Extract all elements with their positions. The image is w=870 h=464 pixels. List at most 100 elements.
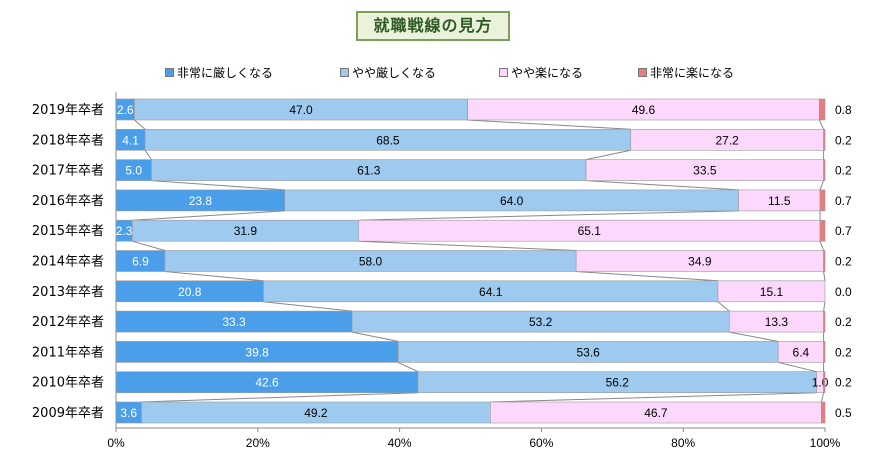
x-tick-label: 20% <box>246 436 270 450</box>
legend-swatch <box>638 68 647 77</box>
data-label: 4.1 <box>122 133 139 147</box>
data-label: 3.6 <box>120 406 137 420</box>
series-line <box>144 150 152 160</box>
category-label: 2017年卒者 <box>32 164 104 179</box>
data-label: 11.5 <box>768 194 791 208</box>
series-line <box>576 271 718 282</box>
bar-segment <box>823 341 826 363</box>
series-line <box>151 180 285 191</box>
category-label: 2015年卒者 <box>32 224 104 239</box>
data-label: 33.3 <box>222 315 246 329</box>
data-label: 0.7 <box>835 194 852 208</box>
data-label: 23.8 <box>189 194 213 208</box>
bar-segment <box>819 189 826 212</box>
series-line <box>819 180 825 191</box>
category-label: 2010年卒者 <box>32 376 104 391</box>
series-line <box>397 361 419 373</box>
series-line <box>823 271 826 281</box>
bar-segment <box>823 159 826 181</box>
data-label: 31.9 <box>234 224 258 238</box>
data-label: 68.5 <box>376 133 400 147</box>
data-label: 0.2 <box>835 345 852 359</box>
x-tick-label: 40% <box>388 436 412 450</box>
data-label: 13.3 <box>765 315 789 329</box>
data-label: 0.2 <box>835 315 852 329</box>
data-label: 47.0 <box>289 103 313 117</box>
series-line <box>820 392 825 403</box>
series-line <box>358 240 577 251</box>
data-label: 64.0 <box>500 194 524 208</box>
data-label: 0.2 <box>835 255 852 269</box>
series-line <box>134 119 146 130</box>
data-label: 53.2 <box>529 315 553 329</box>
series-line <box>490 392 817 403</box>
chart-title: 就職戦線の見方 <box>356 11 510 41</box>
data-label: 64.1 <box>479 285 503 299</box>
bar-segment <box>823 129 826 151</box>
data-label: 20.8 <box>178 285 202 299</box>
data-label: 2.6 <box>117 103 134 117</box>
series-line <box>585 149 631 161</box>
series-line <box>351 331 399 342</box>
bar-segment <box>819 219 826 242</box>
legend-label: 非常に厳しくなる <box>177 66 274 80</box>
series-line <box>467 119 631 130</box>
data-label: 49.2 <box>304 406 328 420</box>
x-tick-label: 0% <box>107 436 125 450</box>
series-line <box>132 210 285 221</box>
series-line <box>778 361 817 373</box>
bar-segment <box>819 98 826 121</box>
legend-swatch <box>499 68 508 77</box>
category-label: 2009年卒者 <box>32 406 104 421</box>
data-label: 0.2 <box>835 133 852 147</box>
series-line <box>263 301 353 312</box>
data-label: 39.8 <box>245 345 269 359</box>
legend-swatch <box>340 68 349 77</box>
category-label: 2019年卒者 <box>32 103 104 118</box>
category-label: 2011年卒者 <box>32 345 104 360</box>
category-label: 2018年卒者 <box>32 133 104 148</box>
data-label: 0.0 <box>835 285 852 299</box>
bar-segment <box>821 401 826 424</box>
data-label: 53.6 <box>577 345 601 359</box>
legend-item: 非常に楽になる <box>638 64 734 81</box>
data-label: 1.0 <box>812 376 829 390</box>
legend-swatch <box>165 68 174 77</box>
data-label: 6.4 <box>793 345 810 359</box>
legend-item: やや厳しくなる <box>340 64 436 81</box>
data-label: 2.3 <box>116 224 133 238</box>
category-label: 2013年卒者 <box>32 285 104 300</box>
series-line <box>819 241 825 251</box>
series-line <box>164 271 264 282</box>
legend-label: やや楽になる <box>511 66 584 80</box>
data-label: 42.6 <box>255 376 279 390</box>
series-line <box>729 331 779 342</box>
series-line <box>132 240 166 251</box>
series-line <box>818 119 825 130</box>
category-label: 2012年卒者 <box>32 315 104 330</box>
data-label: 27.2 <box>715 133 739 147</box>
series-line <box>358 210 739 221</box>
data-label: 6.9 <box>132 255 149 269</box>
category-label: 2014年卒者 <box>32 255 104 270</box>
bar-segment <box>823 310 826 333</box>
data-label: 0.2 <box>835 164 852 178</box>
series-line <box>586 180 739 191</box>
data-label: 0.2 <box>835 376 852 390</box>
legend-label: やや厳しくなる <box>352 66 437 80</box>
bar-segment <box>717 280 826 303</box>
x-tick-label: 80% <box>671 436 695 450</box>
data-label: 15.1 <box>760 285 784 299</box>
data-label: 46.7 <box>644 406 668 420</box>
category-label: 2016年卒者 <box>32 194 104 209</box>
data-label: 5.0 <box>125 164 142 178</box>
data-label: 0.8 <box>835 103 852 117</box>
data-label: 65.1 <box>578 224 602 238</box>
data-label: 33.5 <box>693 164 717 178</box>
data-label: 34.9 <box>688 255 712 269</box>
bar-segment <box>823 250 826 272</box>
data-label: 49.6 <box>632 103 656 117</box>
legend-label: 非常に楽になる <box>650 66 735 80</box>
series-line <box>717 301 730 312</box>
